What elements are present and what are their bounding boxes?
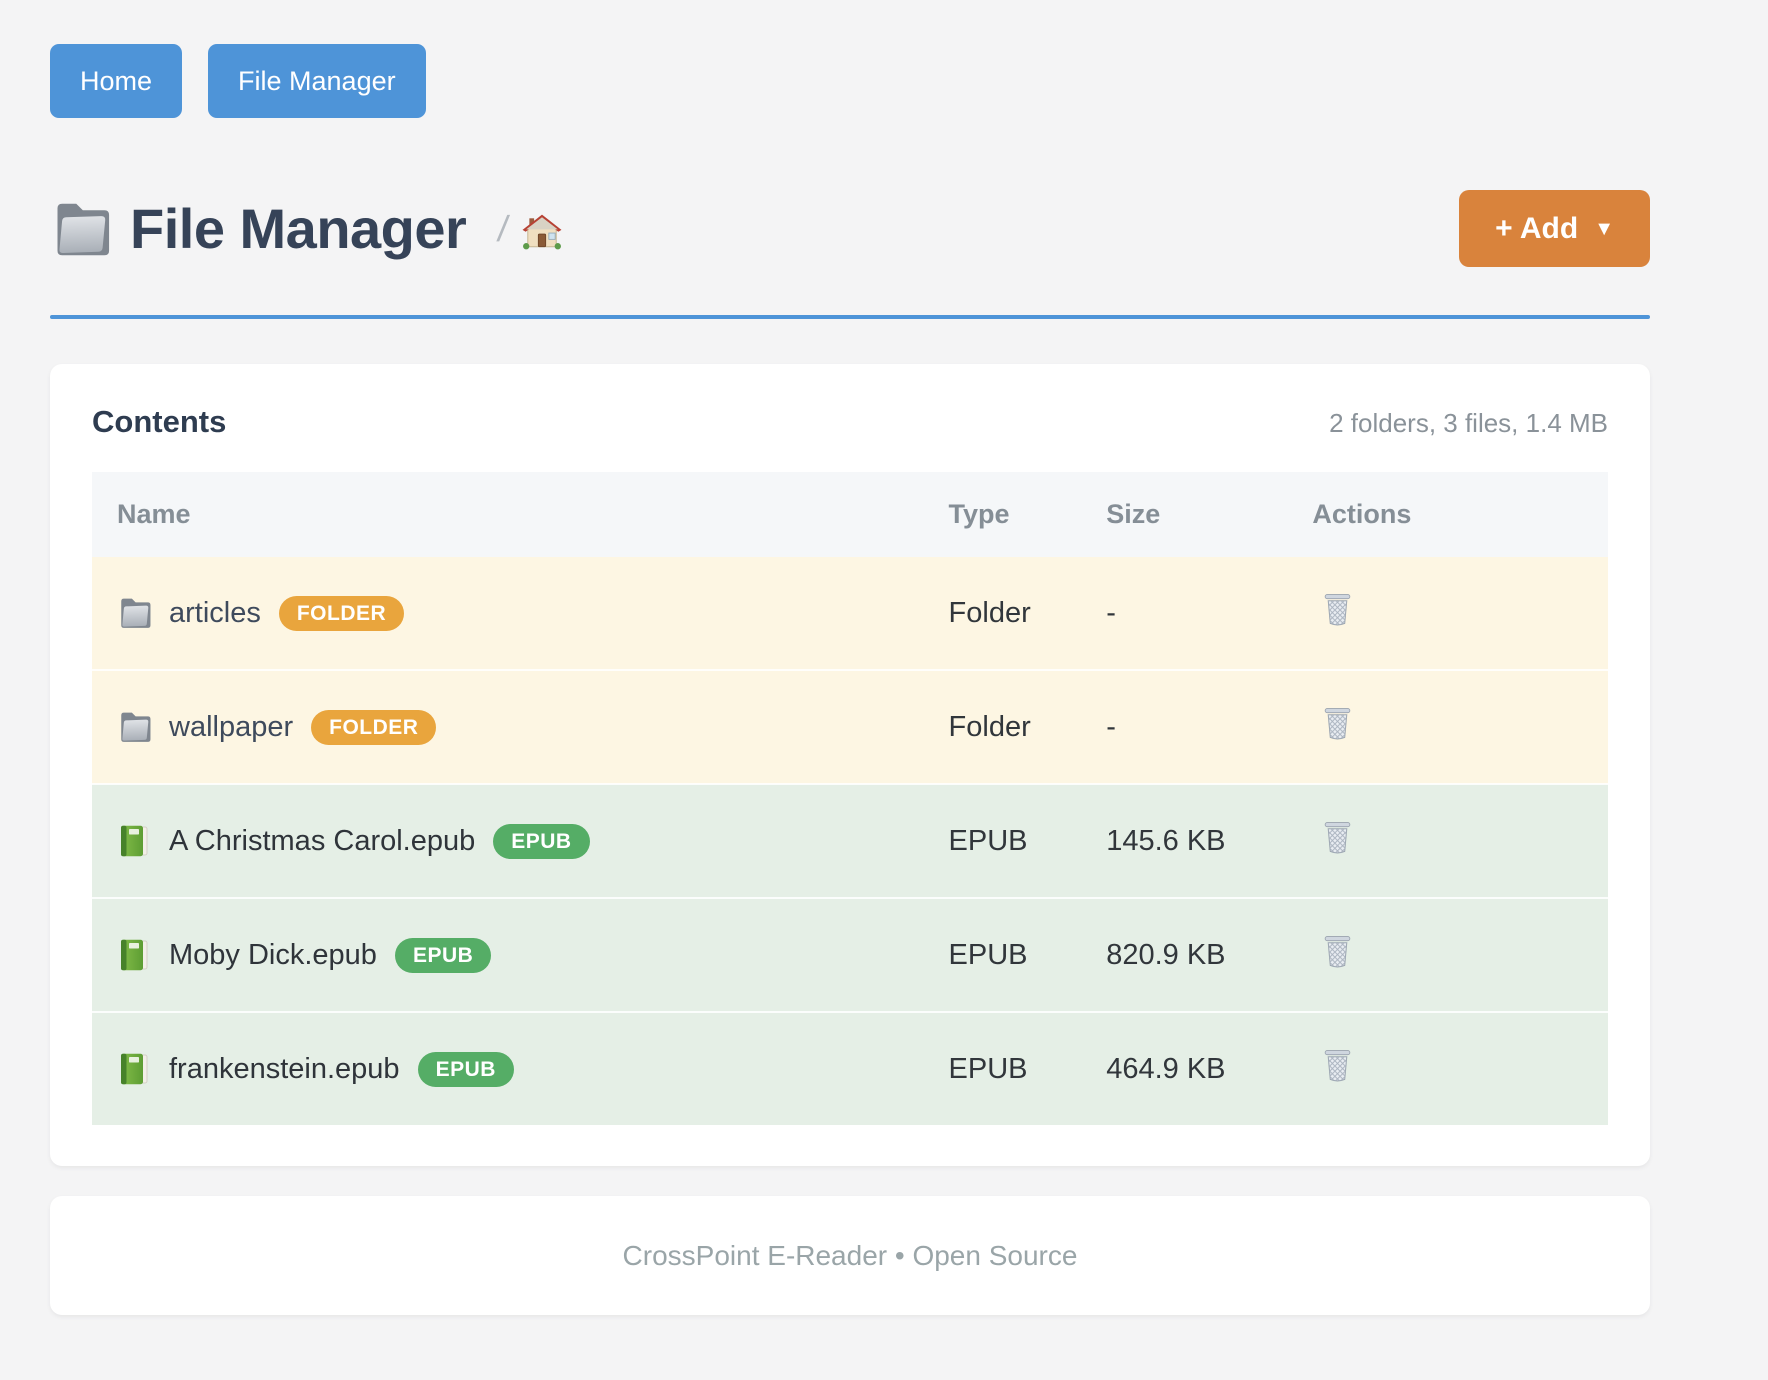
caret-down-icon: ▼ [1594,217,1614,240]
page: Home File Manager File Manager / + Add ▼… [50,0,1650,1315]
contents-card: Contents 2 folders, 3 files, 1.4 MB Name… [50,364,1650,1166]
trash-icon [1322,592,1353,627]
type-badge: EPUB [493,823,590,859]
type-cell: EPUB [948,784,1107,899]
item-name[interactable]: Moby Dick.epub [169,938,377,971]
nav-file-manager-button[interactable]: File Manager [208,44,426,118]
type-cell: Folder [948,670,1107,785]
page-title: File Manager [130,196,467,260]
size-cell: 820.9 KB [1106,898,1313,1013]
top-nav: Home File Manager [50,0,1650,118]
item-name[interactable]: wallpaper [169,710,294,743]
contents-summary: 2 folders, 3 files, 1.4 MB [1329,408,1608,438]
open-folder-icon [50,200,110,258]
column-header-actions: Actions [1312,472,1608,557]
file-table-body: articles FOLDER Folder - wallpaper FOLDE… [92,557,1608,1125]
item-name[interactable]: A Christmas Carol.epub [169,824,476,857]
delete-button[interactable] [1322,706,1353,741]
column-header-name: Name [92,472,949,557]
table-row[interactable]: articles FOLDER Folder - [92,557,1608,671]
footer-card: CrossPoint E-Reader • Open Source [50,1196,1650,1315]
delete-button[interactable] [1322,1048,1353,1083]
size-cell: - [1106,670,1313,785]
trash-icon [1322,1048,1353,1083]
delete-button[interactable] [1322,934,1353,969]
footer-text: CrossPoint E-Reader • Open Source [622,1239,1078,1271]
type-badge: EPUB [394,937,492,973]
item-name[interactable]: articles [169,596,261,629]
green-book-icon [117,825,151,857]
table-row[interactable]: A Christmas Carol.epub EPUB EPUB 145.6 K… [92,784,1608,899]
delete-button[interactable] [1322,592,1353,627]
size-cell: 464.9 KB [1106,1012,1313,1125]
title-divider [50,315,1650,319]
add-button-label: + Add [1495,211,1579,245]
size-cell: - [1106,557,1313,671]
page-header: File Manager / + Add ▼ [50,190,1650,267]
type-cell: EPUB [948,1012,1107,1125]
column-header-type: Type [948,472,1107,557]
home-icon[interactable] [522,214,562,250]
table-header-row: Name Type Size Actions [92,472,1608,557]
green-book-icon [117,1053,151,1085]
breadcrumb-separator: / [495,207,512,249]
trash-icon [1322,820,1353,855]
add-button[interactable]: + Add ▼ [1459,190,1650,267]
green-book-icon [117,939,151,971]
delete-button[interactable] [1322,820,1353,855]
size-cell: 145.6 KB [1106,784,1313,899]
type-badge: FOLDER [278,595,405,631]
file-table: Name Type Size Actions articles FOLDER F… [92,472,1608,1125]
item-name[interactable]: frankenstein.epub [169,1052,400,1085]
column-header-size: Size [1106,472,1313,557]
type-cell: EPUB [948,898,1107,1013]
type-badge: EPUB [417,1051,514,1087]
trash-icon [1322,706,1353,741]
table-row[interactable]: frankenstein.epub EPUB EPUB 464.9 KB [92,1012,1608,1125]
table-row[interactable]: wallpaper FOLDER Folder - [92,670,1608,785]
table-row[interactable]: Moby Dick.epub EPUB EPUB 820.9 KB [92,898,1608,1013]
contents-heading: Contents [92,404,227,439]
folder-icon [117,597,151,629]
type-cell: Folder [948,557,1107,671]
type-badge: FOLDER [311,709,437,745]
folder-icon [117,711,151,743]
trash-icon [1322,934,1353,969]
nav-home-button[interactable]: Home [50,44,183,118]
